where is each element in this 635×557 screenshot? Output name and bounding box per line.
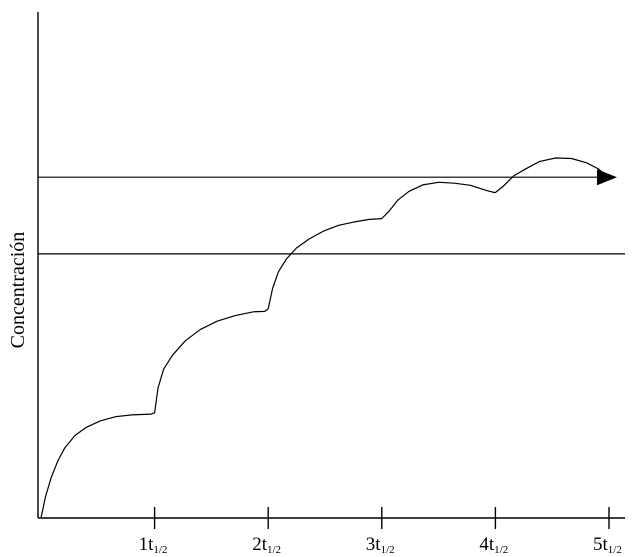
- x-tick-label: 4t1/2: [479, 534, 508, 556]
- y-axis-label: Concentración: [7, 232, 29, 349]
- reference-lines: [38, 169, 625, 255]
- x-ticks: 1t1/2 2t1/2 3t1/2 4t1/2 5t1/2: [139, 507, 622, 556]
- x-tick-label: 2t1/2: [252, 534, 281, 556]
- concentration-series-line: [40, 157, 608, 519]
- x-tick-label: 1t1/2: [139, 534, 168, 556]
- series-group: [40, 157, 608, 519]
- x-tick-label: 3t1/2: [366, 534, 395, 556]
- x-tick-label: 5t1/2: [593, 534, 622, 556]
- arrowhead-icon: [597, 169, 617, 186]
